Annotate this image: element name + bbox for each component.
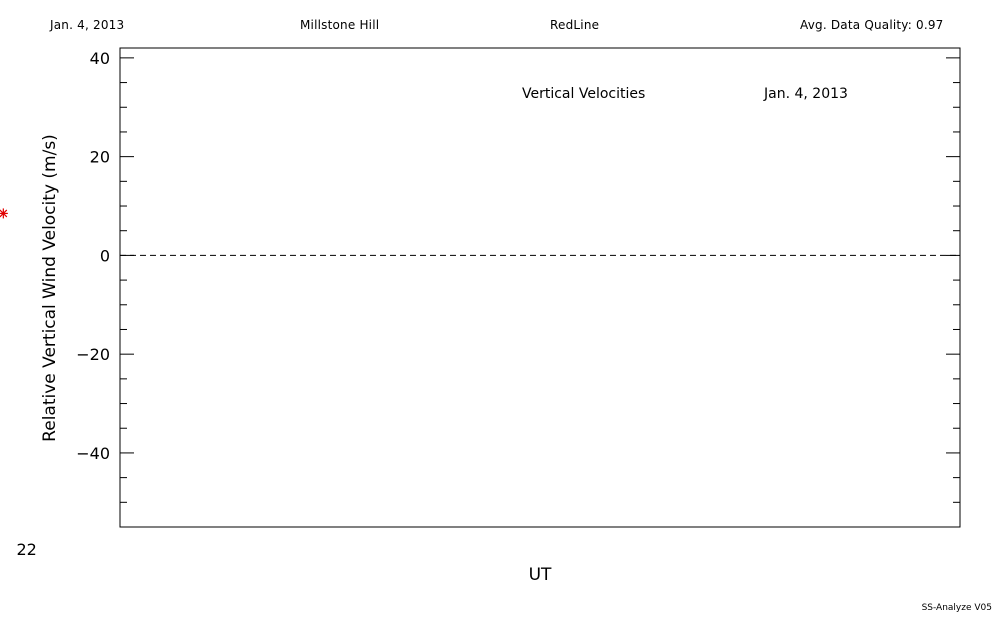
header-quality: Avg. Data Quality: 0.97 bbox=[800, 18, 944, 32]
y-tick-label: 20 bbox=[90, 148, 110, 167]
marker-stroke bbox=[0, 209, 8, 218]
data-point bbox=[0, 208, 8, 219]
y-axis-label: Relative Vertical Wind Velocity (m/s) bbox=[40, 134, 60, 442]
y-tick-label: 0 bbox=[100, 246, 110, 265]
x-axis-label: UT bbox=[529, 565, 552, 585]
y-tick-label: −20 bbox=[76, 345, 110, 364]
header-instrument: RedLine bbox=[550, 18, 600, 32]
plot-frame bbox=[119, 47, 961, 528]
y-tick-label: 40 bbox=[90, 49, 110, 68]
header-site: Millstone Hill bbox=[300, 18, 380, 32]
x-tick-label: 22 bbox=[16, 540, 36, 559]
points-layer bbox=[0, 208, 8, 219]
axes-layer: 22024681040200−20−40 bbox=[16, 49, 960, 559]
footer-software: SS-Analyze V05 bbox=[921, 603, 992, 613]
y-tick-label: −40 bbox=[76, 444, 110, 463]
header-date: Jan. 4, 2013 bbox=[50, 18, 125, 32]
annotation-date: Jan. 4, 2013 bbox=[763, 86, 848, 102]
annotation-vertical-velocities: Vertical Velocities bbox=[522, 86, 645, 102]
